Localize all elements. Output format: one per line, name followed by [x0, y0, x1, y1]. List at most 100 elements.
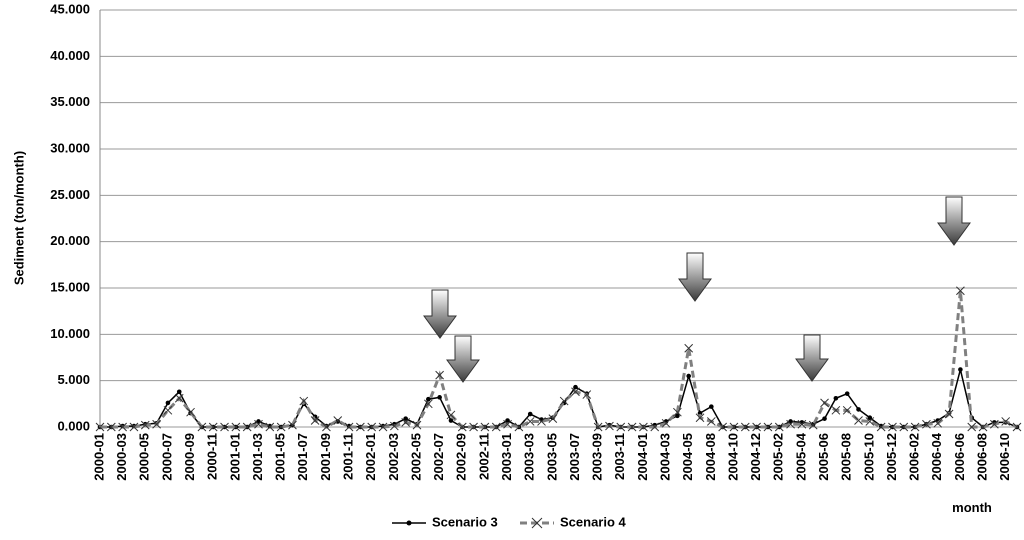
- point: [389, 421, 399, 431]
- point: [571, 387, 580, 397]
- x-tick-label: 2002-01: [363, 433, 378, 481]
- point: [763, 422, 773, 432]
- y-tick-label: 5.000: [57, 372, 90, 387]
- point: [401, 418, 411, 427]
- x-tick-label: 2004-01: [635, 433, 650, 481]
- point: [684, 343, 694, 353]
- point: [197, 422, 207, 432]
- point: [842, 405, 852, 415]
- point: [208, 422, 218, 432]
- arrow: [446, 335, 480, 383]
- arrow: [678, 252, 712, 302]
- y-tick-label: 0.000: [57, 418, 90, 433]
- point: [876, 422, 886, 432]
- x-tick-label: 2006-10: [997, 433, 1012, 481]
- y-tick-label: 35.000: [50, 94, 90, 109]
- x-tick-label: 2001-05: [273, 433, 288, 481]
- point: [831, 405, 841, 415]
- x-tick-label: 2001-11: [340, 433, 355, 480]
- x-tick-label: 2005-06: [816, 433, 831, 481]
- point: [437, 395, 442, 400]
- point: [786, 419, 795, 429]
- point: [820, 398, 829, 408]
- x-tick-label: 2005-02: [771, 433, 786, 481]
- point: [426, 396, 431, 402]
- point: [978, 422, 988, 432]
- point: [403, 416, 408, 421]
- x-tick-label: 2003-01: [499, 433, 514, 481]
- point: [1012, 422, 1022, 432]
- point: [503, 419, 512, 429]
- point: [854, 416, 863, 425]
- x-tick-label: 2002-03: [386, 433, 401, 481]
- point: [888, 422, 897, 432]
- x-axis-title: month: [952, 500, 992, 515]
- point: [697, 410, 703, 416]
- x-tick-label: 2005-04: [793, 432, 808, 480]
- x-tick-label: 2001-09: [318, 433, 333, 481]
- point: [1001, 417, 1011, 426]
- point: [673, 407, 682, 417]
- legend-label: Scenario 4: [560, 514, 627, 529]
- x-tick-label: 2003-09: [590, 433, 605, 481]
- x-tick-label: 2004-03: [657, 433, 672, 481]
- x-tick-label: 2000-01: [91, 433, 106, 481]
- x-tick-label: 2001-01: [227, 433, 242, 481]
- point: [833, 395, 839, 401]
- point: [491, 422, 501, 432]
- point: [740, 422, 750, 432]
- point: [675, 413, 680, 419]
- point: [922, 419, 931, 429]
- x-tick-label: 2006-06: [952, 433, 967, 481]
- x-tick-label: 2005-10: [861, 433, 876, 481]
- x-tick-label: 2000-11: [205, 433, 220, 480]
- x-tick-label: 2003-05: [544, 433, 559, 481]
- point: [706, 417, 716, 426]
- point: [448, 418, 454, 423]
- point: [174, 393, 184, 403]
- point: [106, 422, 116, 432]
- point: [356, 422, 365, 432]
- x-tick-label: 2004-12: [748, 433, 763, 481]
- point: [573, 384, 578, 390]
- x-tick-label: 2006-02: [907, 433, 922, 481]
- legend-marker: [406, 520, 412, 526]
- point: [774, 422, 784, 432]
- arrows: [423, 196, 971, 383]
- x-tick-label: 2004-08: [703, 433, 718, 481]
- point: [548, 414, 558, 424]
- point: [856, 407, 861, 412]
- y-tick-label: 10.000: [50, 326, 90, 341]
- point: [527, 411, 533, 417]
- point: [435, 370, 444, 380]
- point: [152, 419, 161, 429]
- x-tick-label: 2002-07: [431, 433, 446, 481]
- x-tick-label: 2002-09: [454, 433, 469, 481]
- x-tick-label: 2001-03: [250, 433, 265, 481]
- point: [797, 419, 807, 429]
- point: [129, 422, 139, 432]
- point: [118, 422, 127, 432]
- x-tick-label: 2001-07: [295, 433, 310, 481]
- point: [709, 404, 714, 409]
- point: [322, 422, 331, 432]
- point: [639, 422, 648, 432]
- x-tick-label: 2003-03: [522, 433, 537, 481]
- point: [844, 391, 850, 396]
- y-axis-title: Sediment (ton/month): [11, 151, 26, 285]
- point: [718, 422, 728, 432]
- point: [267, 423, 273, 429]
- point: [808, 420, 818, 430]
- series-line: [100, 369, 1018, 428]
- point: [867, 415, 873, 421]
- point: [480, 422, 490, 432]
- x-tick-label: 2005-12: [884, 433, 899, 481]
- point: [242, 422, 252, 432]
- point: [423, 399, 433, 409]
- point: [378, 422, 388, 432]
- y-tick-label: 20.000: [50, 233, 90, 248]
- x-tick-label: 2000-03: [114, 433, 129, 481]
- point: [910, 422, 920, 432]
- point: [729, 422, 739, 432]
